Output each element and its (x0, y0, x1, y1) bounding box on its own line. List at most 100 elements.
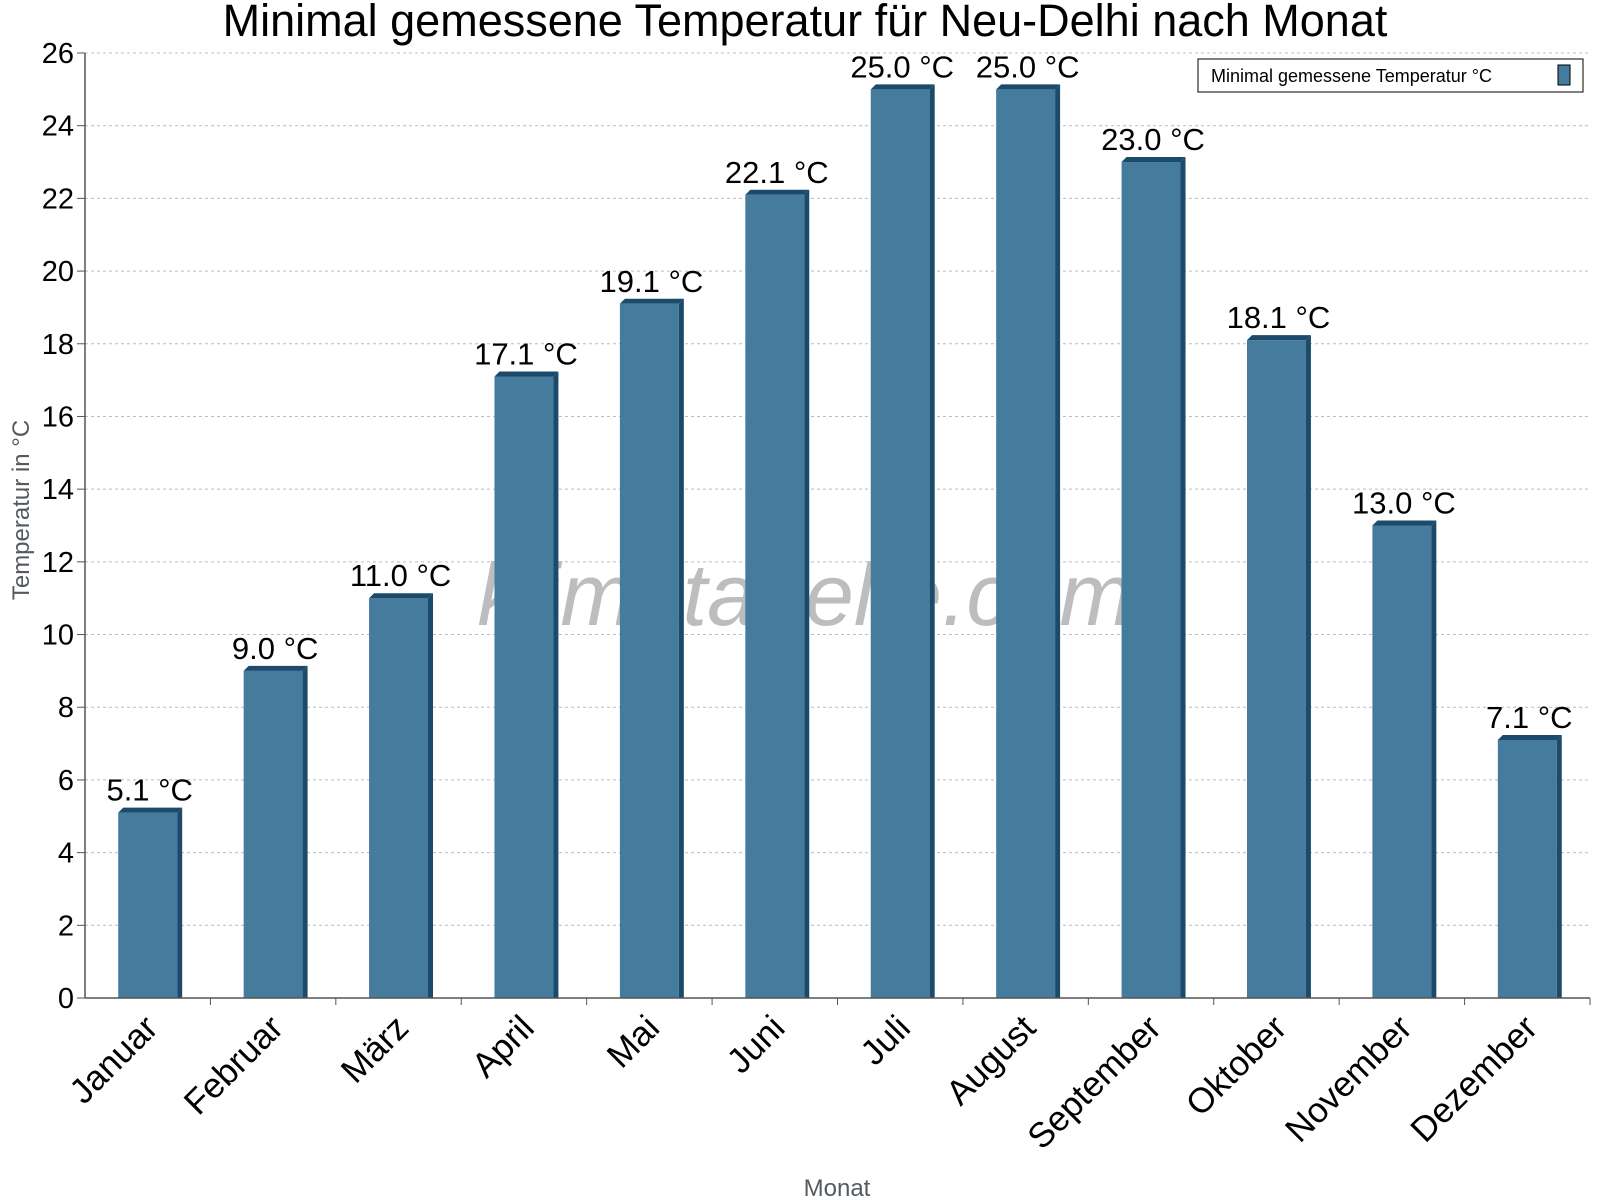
y-tick-label: 24 (42, 111, 74, 143)
axes (84, 53, 1590, 999)
x-axis-label: Monat (804, 1175, 871, 1200)
bar (870, 84, 935, 999)
bar-top (369, 593, 434, 599)
bar-face (745, 194, 805, 998)
x-tick-label: Oktober (1179, 1008, 1295, 1124)
bar-side (678, 298, 684, 998)
bar (1497, 734, 1562, 998)
x-tick-label: März (334, 1008, 417, 1091)
bar-side (1055, 84, 1061, 999)
y-axis-label: Temperatur in °C (8, 420, 35, 600)
bar-face (1246, 340, 1306, 998)
y-tick-label: 10 (42, 620, 74, 652)
bar (619, 298, 684, 998)
bar-top (996, 84, 1061, 90)
bar-side (428, 593, 434, 998)
chart-title: Minimal gemessene Temperatur für Neu-Del… (223, 0, 1388, 46)
y-tick-label: 16 (42, 401, 74, 433)
value-label: 19.1 °C (600, 264, 704, 299)
x-tick-label: November (1278, 1008, 1420, 1150)
bar-side (1556, 734, 1562, 998)
legend-swatch (1557, 64, 1571, 86)
x-tick-label: Juli (853, 1008, 918, 1073)
bar-side (1431, 520, 1437, 998)
value-label: 7.1 °C (1486, 700, 1573, 735)
bar-top (1372, 520, 1437, 526)
bar-face (870, 89, 930, 999)
y-tick-label: 22 (42, 183, 74, 215)
y-tick-label: 2 (58, 910, 74, 942)
value-label: 11.0 °C (350, 558, 451, 593)
y-tick-label: 14 (42, 474, 74, 506)
x-tick-label: September (1020, 1008, 1169, 1157)
bar-side (1180, 157, 1186, 999)
value-label: 13.0 °C (1352, 486, 1456, 521)
bar (1372, 520, 1437, 998)
grid-lines (85, 52, 1590, 926)
y-tick-label: 20 (42, 256, 74, 288)
bar-face (619, 303, 679, 998)
legend-label: Minimal gemessene Temperatur °C (1211, 66, 1492, 86)
bar-side (1305, 335, 1311, 998)
legend: Minimal gemessene Temperatur °C (1197, 58, 1584, 93)
y-tick-label: 12 (42, 547, 74, 579)
bar-top (1246, 335, 1311, 341)
y-tick-label: 26 (42, 38, 74, 70)
bar-top (1121, 157, 1186, 163)
bar-face (1372, 525, 1432, 998)
bar (745, 189, 810, 998)
value-label: 18.1 °C (1227, 300, 1331, 335)
bar-side (804, 189, 810, 998)
x-tick-label: April (465, 1008, 542, 1085)
legend-box (1197, 58, 1584, 93)
x-tick-label: Dezember (1403, 1008, 1545, 1150)
bar (1121, 157, 1186, 999)
bar-side (553, 371, 559, 998)
bars (118, 84, 1562, 999)
bar-top (1497, 734, 1562, 740)
x-tick-label: Januar (62, 1008, 165, 1111)
bar-face (996, 89, 1056, 999)
bar-face (1121, 162, 1181, 999)
bar-face (369, 598, 429, 998)
x-tick-label: Juni (719, 1008, 792, 1081)
bar-side (929, 84, 935, 999)
value-label: 5.1 °C (106, 773, 193, 808)
bar-top (494, 371, 559, 377)
bar-face (118, 812, 178, 998)
x-tick-label: Mai (600, 1008, 667, 1075)
bar-face (494, 376, 554, 998)
bar-side (177, 807, 183, 998)
y-tick-label: 6 (58, 765, 74, 797)
bar-top (745, 189, 810, 195)
value-label: 23.0 °C (1101, 122, 1205, 157)
bar-top (870, 84, 935, 90)
x-ticks: Januar Februar März April Mai Juni Juli AugustS… (62, 998, 1591, 1157)
bar (243, 665, 308, 998)
y-tick-label: 4 (58, 838, 74, 870)
bar-top (619, 298, 684, 304)
value-label: 25.0 °C (850, 49, 954, 84)
y-tick-label: 8 (58, 692, 74, 724)
y-tick-label: 0 (58, 983, 74, 1015)
bar (494, 371, 559, 998)
value-label: 17.1 °C (474, 336, 578, 371)
y-tick-label: 18 (42, 329, 74, 361)
value-label: 25.0 °C (976, 49, 1080, 84)
bar (996, 84, 1061, 999)
x-tick-label: Februar (177, 1008, 291, 1122)
bar-top (118, 807, 183, 813)
x-tick-label: August (939, 1008, 1044, 1113)
bar (1246, 335, 1311, 998)
bar-top (243, 665, 308, 671)
bar-side (302, 665, 308, 998)
bar (118, 807, 183, 998)
bar-face (243, 670, 303, 998)
bar (369, 593, 434, 998)
value-labels: 5.1 °C 9.0 °C 11.0 °C 17.1 °C 19.1 °C 22.1 °C… (106, 49, 1572, 807)
bar-face (1497, 739, 1557, 998)
value-label: 22.1 °C (725, 155, 829, 190)
value-label: 9.0 °C (232, 631, 319, 666)
